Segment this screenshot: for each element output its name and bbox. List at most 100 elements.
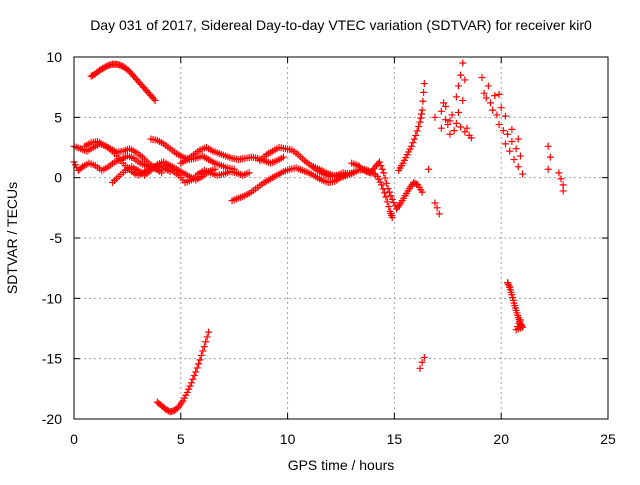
data-point [508, 137, 516, 145]
data-point [467, 134, 475, 142]
data-point [437, 124, 445, 132]
y-tick-label: 5 [54, 109, 62, 125]
data-point [493, 111, 501, 119]
data-point [407, 142, 415, 150]
data-point [385, 188, 393, 196]
data-point [504, 280, 512, 288]
data-point [187, 379, 195, 387]
data-point [382, 193, 390, 201]
data-point [499, 127, 507, 135]
data-point [390, 199, 398, 207]
x-tick-label: 10 [280, 431, 296, 447]
data-point [446, 117, 454, 125]
data-point [420, 353, 428, 361]
data-point [559, 187, 567, 195]
data-point [383, 179, 391, 187]
data-point [504, 279, 512, 287]
data-point [418, 106, 426, 114]
data-point [418, 188, 426, 196]
data-point [482, 94, 490, 102]
data-point [388, 195, 396, 203]
data-point [487, 99, 495, 107]
data-point [546, 153, 554, 161]
data-point [385, 203, 393, 211]
chart-title: Day 031 of 2017, Sidereal Day-to-day VTE… [90, 17, 592, 33]
data-point [415, 123, 423, 131]
data-point [409, 139, 417, 147]
data-point [461, 128, 469, 136]
y-tick-label: 0 [54, 170, 62, 186]
y-tick-label: -15 [42, 351, 62, 367]
x-tick-label: 20 [493, 431, 509, 447]
data-point [442, 116, 450, 124]
data-point [433, 204, 441, 212]
data-point [491, 92, 499, 100]
data-point [504, 130, 512, 138]
data-point [200, 343, 208, 351]
data-point [478, 74, 486, 82]
data-point [195, 360, 203, 368]
axis-ticks: 0 5 10 15 20 25 -20 -15 -10 -5 0 5 10 [42, 49, 616, 447]
data-point [444, 121, 452, 129]
data-point [380, 169, 388, 177]
data-point [425, 165, 433, 173]
data-point [431, 199, 439, 207]
data-point [452, 93, 460, 101]
data-point [448, 111, 456, 119]
data-point [514, 163, 522, 171]
data-point [435, 210, 443, 218]
data-point [544, 142, 552, 150]
data-point [158, 169, 166, 177]
data-point [446, 130, 454, 138]
data-point [245, 169, 253, 177]
data-point [495, 121, 503, 129]
data-point [151, 96, 159, 104]
x-tick-label: 25 [600, 431, 616, 447]
data-point [388, 213, 396, 221]
data-point [555, 169, 563, 177]
data-point [410, 135, 418, 143]
data-point [516, 316, 524, 324]
data-point [497, 104, 505, 112]
data-point [506, 147, 514, 155]
data-point [514, 322, 522, 330]
data-point [380, 189, 388, 197]
x-tick-label: 15 [387, 431, 403, 447]
data-point [559, 181, 567, 189]
data-point [196, 356, 204, 364]
data-point [185, 385, 193, 393]
data-point [192, 368, 200, 376]
data-point [417, 110, 425, 118]
data-point [420, 80, 428, 88]
data-point [459, 59, 467, 67]
data-point [457, 71, 465, 79]
data-point [383, 198, 391, 206]
data-point [437, 107, 445, 115]
data-point [189, 375, 197, 383]
data-point [150, 95, 158, 103]
data-point [495, 90, 503, 98]
data-point [515, 319, 523, 327]
data-point [418, 358, 426, 366]
data-point [519, 170, 527, 178]
data-point [480, 89, 488, 97]
data-point [377, 162, 385, 170]
data-point [461, 76, 469, 84]
data-point [197, 351, 205, 359]
data-point [413, 127, 421, 135]
data-point [463, 124, 471, 132]
data-point [510, 156, 518, 164]
data-point [501, 112, 509, 120]
y-tick-label: -5 [50, 230, 63, 246]
x-tick-label: 0 [70, 431, 78, 447]
data-point [505, 282, 513, 290]
data-point [452, 119, 460, 127]
data-point [516, 152, 524, 160]
data-point [186, 382, 194, 390]
y-tick-label: -10 [42, 290, 62, 306]
data-point [454, 109, 462, 117]
x-tick-label: 5 [177, 431, 185, 447]
